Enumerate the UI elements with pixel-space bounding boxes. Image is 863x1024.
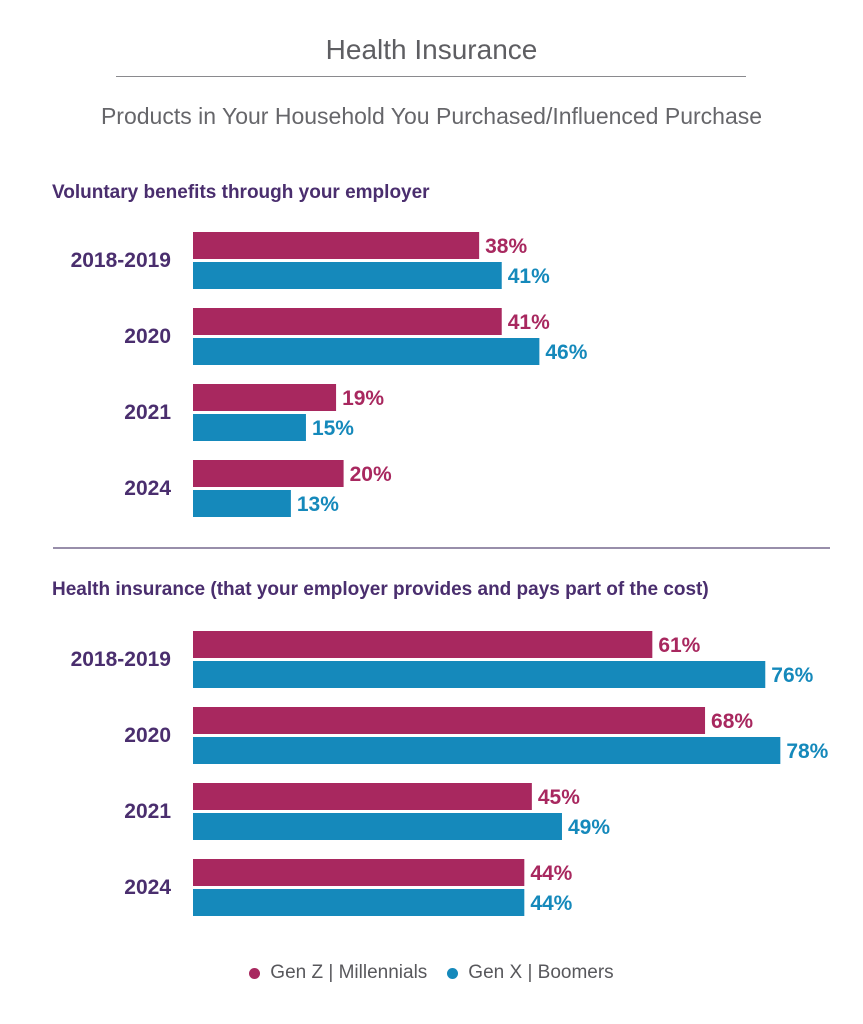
category-label: 2024 — [124, 477, 171, 500]
bar-series2 — [193, 737, 781, 764]
category-label: 2020 — [124, 724, 171, 747]
legend-item-series1: Gen Z | Millennials — [249, 962, 427, 984]
legend-item-series2: Gen X | Boomers — [447, 962, 614, 984]
bar-series1 — [193, 460, 344, 487]
bar-series1 — [193, 859, 525, 886]
category-label: 2021 — [124, 800, 171, 823]
bar-series1 — [193, 232, 480, 259]
data-label-series1: 45% — [538, 786, 580, 809]
data-label-series1: 61% — [658, 634, 700, 657]
category-label: 2024 — [124, 876, 171, 899]
bar-series1 — [193, 308, 502, 335]
page-subtitle: Products in Your Household You Purchased… — [100, 103, 763, 129]
bar-series2 — [193, 490, 291, 517]
bar-series1 — [193, 631, 653, 658]
category-label: 2018-2019 — [71, 249, 171, 272]
data-label-series2: 76% — [771, 664, 813, 687]
bar-series2 — [193, 889, 525, 916]
chart-2-title: Health insurance (that your employer pro… — [52, 579, 709, 600]
data-label-series2: 44% — [530, 892, 572, 915]
data-label-series1: 44% — [530, 862, 572, 885]
legend: Gen Z | Millennials Gen X | Boomers — [0, 962, 863, 984]
page-title: Health Insurance — [325, 34, 538, 65]
bar-series1 — [193, 384, 337, 411]
data-label-series1: 68% — [711, 710, 753, 733]
data-label-series1: 38% — [485, 235, 527, 258]
category-label: 2020 — [124, 325, 171, 348]
bar-series2 — [193, 414, 306, 441]
data-label-series2: 49% — [568, 816, 610, 839]
bar-series1 — [193, 783, 532, 810]
data-label-series2: 41% — [508, 265, 550, 288]
bar-series2 — [193, 338, 540, 365]
chart-1-title: Voluntary benefits through your employer — [52, 182, 430, 203]
category-label: 2018-2019 — [71, 648, 171, 671]
bar-series2 — [193, 813, 562, 840]
data-label-series2: 78% — [786, 740, 828, 763]
series2-dot-icon — [447, 967, 459, 979]
series1-dot-icon — [249, 967, 261, 979]
data-label-series2: 15% — [312, 417, 354, 440]
data-label-series1: 41% — [508, 311, 550, 334]
data-label-series2: 46% — [545, 341, 587, 364]
data-label-series1: 19% — [342, 387, 384, 410]
title-divider — [116, 76, 746, 77]
bar-series2 — [193, 262, 502, 289]
legend-label-series2: Gen X | Boomers — [468, 962, 614, 983]
bar-series1 — [193, 707, 706, 734]
data-label-series2: 13% — [297, 493, 339, 516]
bar-series2 — [193, 661, 766, 688]
data-label-series1: 20% — [350, 463, 392, 486]
category-label: 2021 — [124, 401, 171, 424]
legend-label-series1: Gen Z | Millennials — [270, 962, 428, 983]
